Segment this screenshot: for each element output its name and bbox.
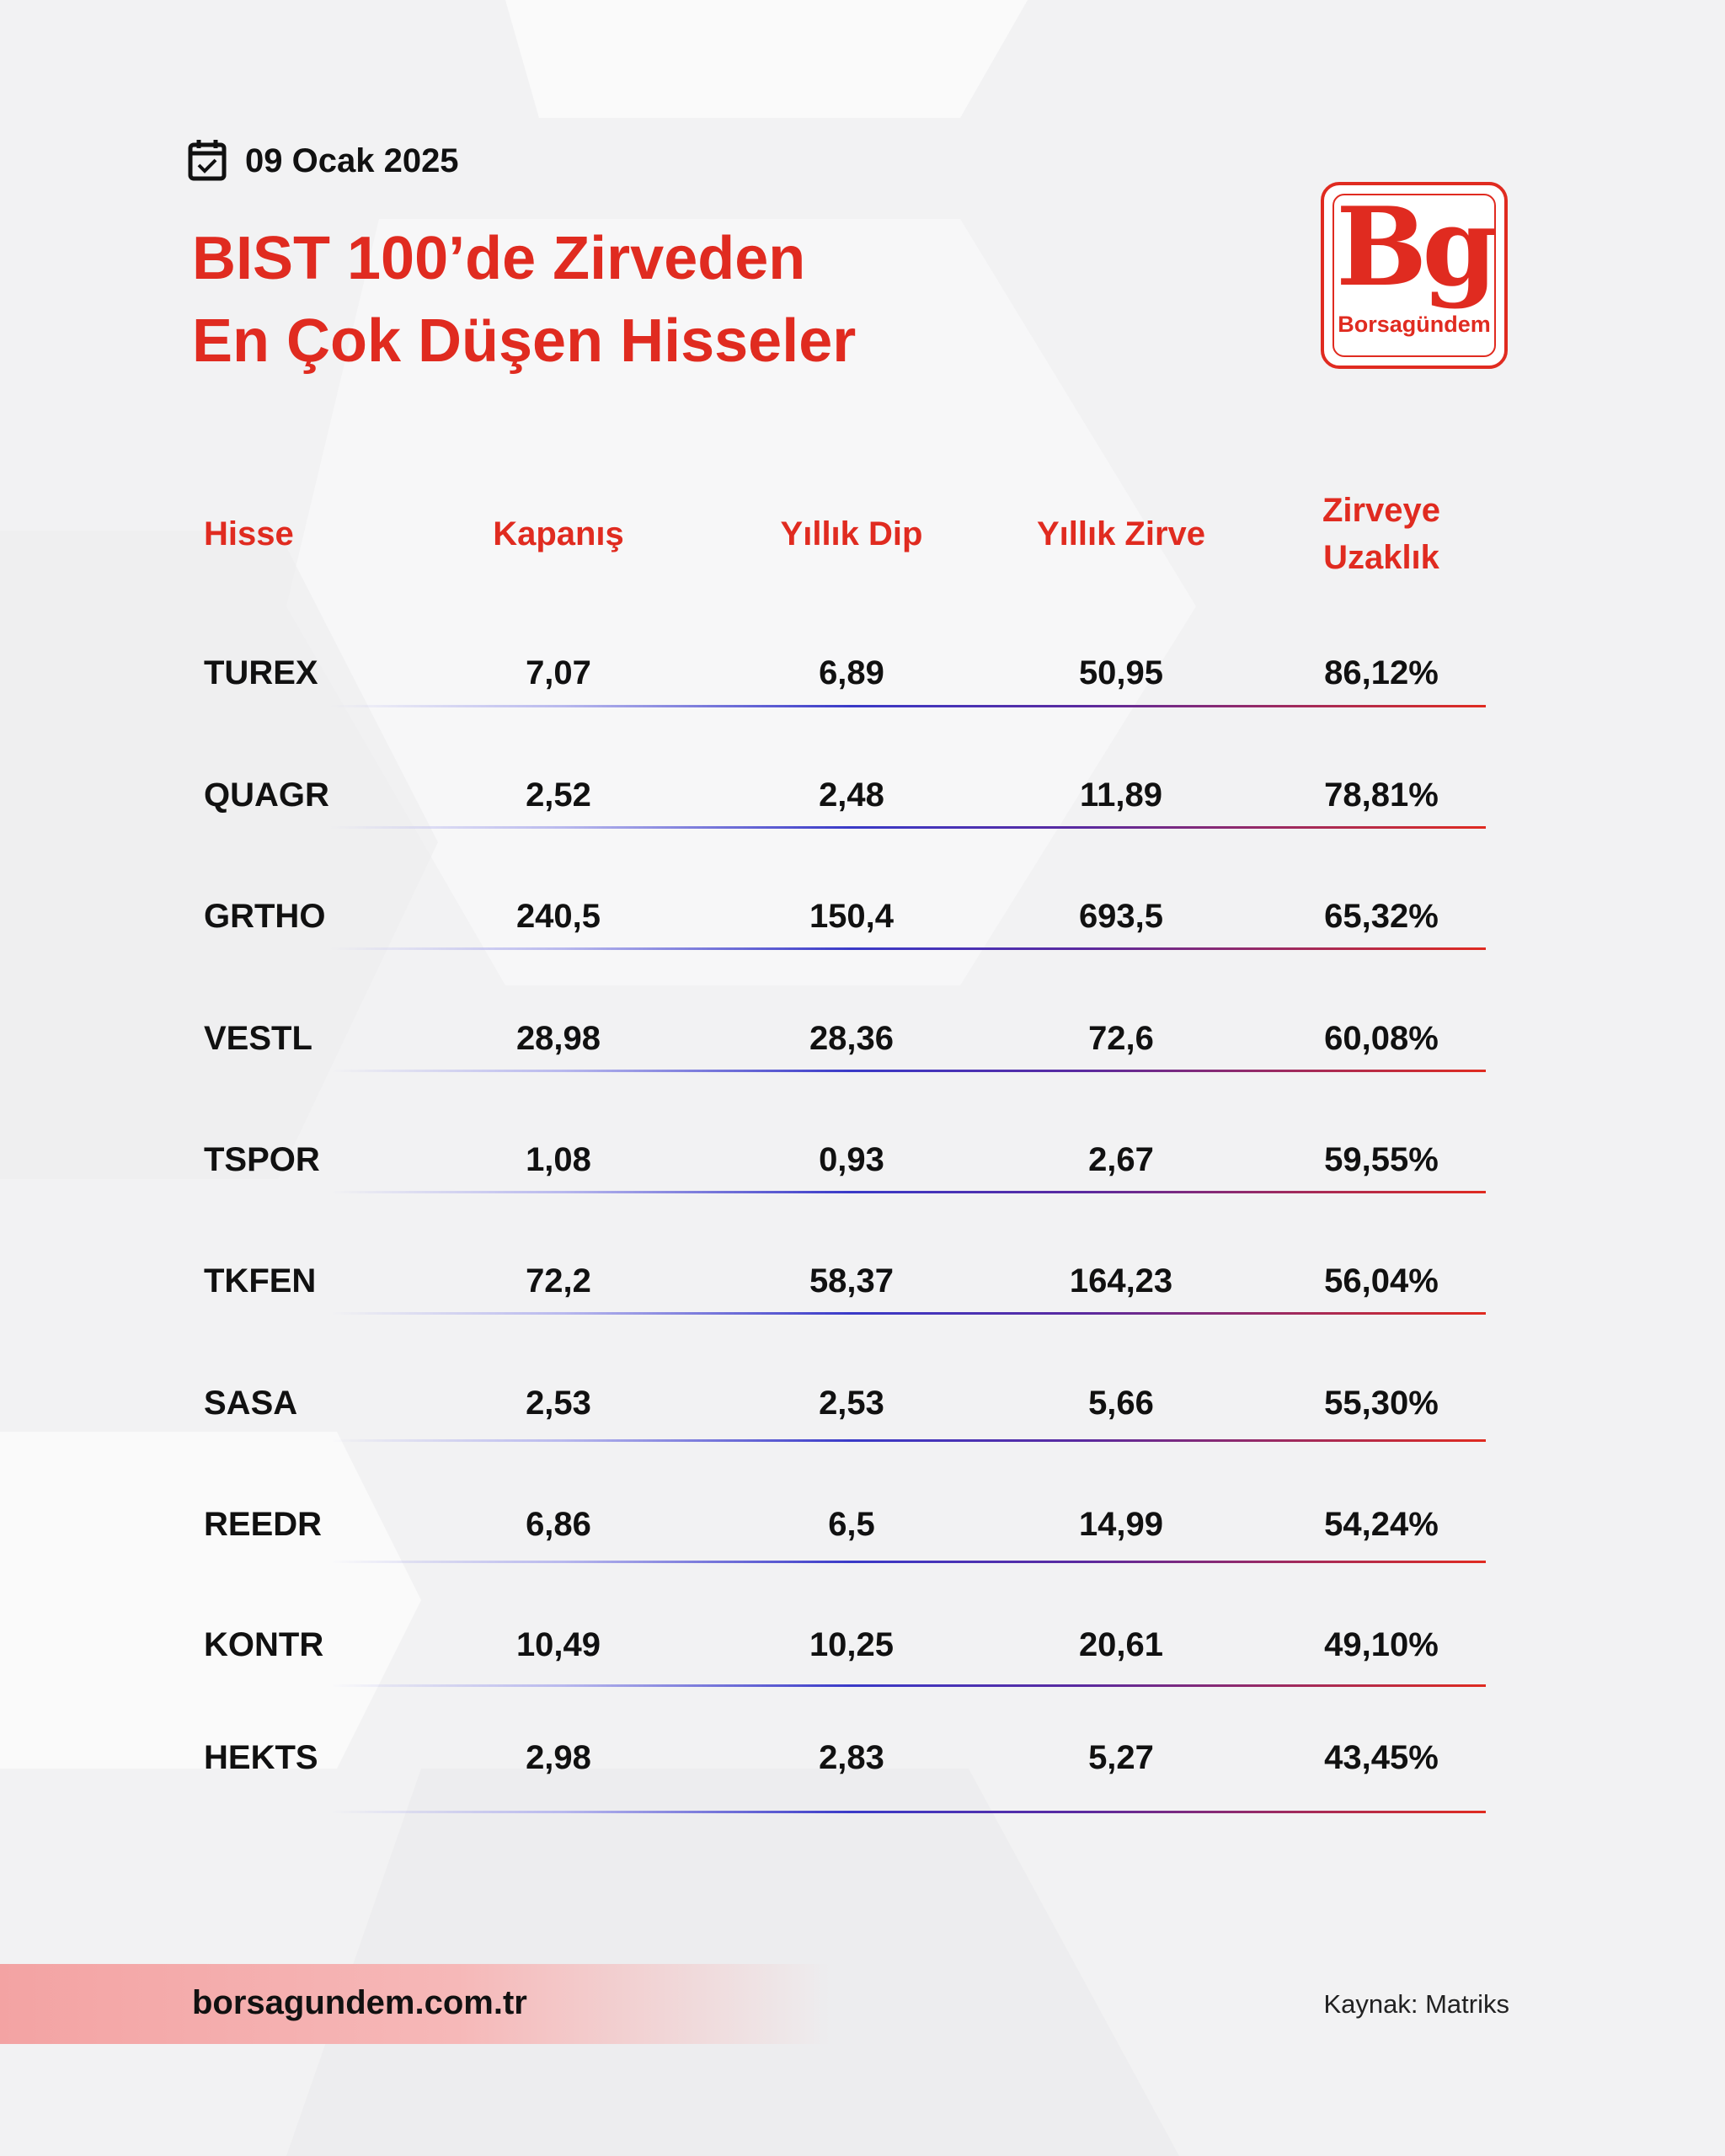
row-divider [330, 1439, 1486, 1442]
column-header: Hisse [204, 515, 294, 552]
cell: 65,32% [1324, 898, 1439, 935]
logo: Bg Borsagündem [1321, 182, 1508, 369]
cell: 0,93 [819, 1141, 884, 1178]
ticker: HEKTS [204, 1739, 318, 1776]
cell: 164,23 [1069, 1262, 1173, 1299]
logo-mark: Bg [1336, 184, 1498, 311]
cell: 50,95 [1078, 654, 1164, 691]
footer-band [0, 1964, 830, 2044]
cell: 2,98 [526, 1739, 591, 1776]
cell: 5,66 [1088, 1385, 1154, 1422]
row-divider [330, 1191, 1486, 1193]
cell: 55,30% [1324, 1385, 1439, 1422]
ticker: GRTHO [204, 898, 326, 935]
cell: 150,4 [809, 898, 895, 935]
cell: 240,5 [515, 898, 601, 935]
logo-frame [1332, 194, 1496, 357]
cell: 54,24% [1324, 1506, 1439, 1543]
bg-shape [0, 1432, 421, 1769]
website: borsagundem.com.tr [192, 1984, 527, 2021]
ticker: SASA [204, 1385, 298, 1422]
logo-name: Borsagündem [1338, 312, 1491, 337]
row-divider [330, 705, 1486, 707]
row-divider [330, 1811, 1486, 1813]
cell: 2,48 [819, 776, 884, 814]
cell: 5,27 [1088, 1739, 1154, 1776]
row-divider [330, 1070, 1486, 1072]
bg-shape [0, 531, 438, 1179]
cell: 72,6 [1088, 1020, 1154, 1057]
calendar-icon [188, 140, 227, 181]
cell: 58,37 [809, 1262, 895, 1299]
cell: 2,67 [1088, 1141, 1154, 1178]
cell: 49,10% [1324, 1626, 1439, 1663]
column-header: Kapanış [493, 515, 624, 552]
cell: 7,07 [526, 654, 591, 691]
column-header: Yıllık Zirve [1036, 515, 1206, 552]
cell: 2,52 [526, 776, 591, 814]
cell: 28,36 [809, 1020, 895, 1057]
bg-shape [505, 0, 1028, 118]
cell: 6,89 [819, 654, 884, 691]
ticker: TSPOR [204, 1141, 320, 1178]
cell: 14,99 [1078, 1506, 1164, 1543]
cell: 43,45% [1324, 1739, 1439, 1776]
cell: 6,86 [526, 1506, 591, 1543]
cell: 72,2 [526, 1262, 591, 1299]
ticker: REEDR [204, 1506, 323, 1543]
row-divider [330, 1684, 1486, 1687]
cell: 1,08 [526, 1141, 591, 1178]
row-divider [330, 826, 1486, 829]
cell: 2,53 [819, 1385, 884, 1422]
cell: 11,89 [1080, 776, 1162, 814]
source: Kaynak: Matriks [1323, 1989, 1509, 2019]
ticker: VESTL [204, 1020, 312, 1057]
cell: 20,61 [1078, 1626, 1164, 1663]
cell: 56,04% [1324, 1262, 1439, 1299]
date: 09 Ocak 2025 [245, 142, 459, 179]
row-divider [330, 1312, 1486, 1315]
bg-shape [286, 1769, 1179, 2156]
ticker: TKFEN [204, 1262, 317, 1299]
cell: 60,08% [1324, 1020, 1439, 1057]
cell: 10,49 [515, 1626, 601, 1663]
ticker: KONTR [204, 1626, 324, 1663]
row-divider [330, 947, 1486, 950]
title-line: BIST 100’de Zirveden [192, 225, 806, 292]
cell: 2,53 [526, 1385, 591, 1422]
cell: 86,12% [1324, 654, 1439, 691]
title-line: En Çok Düşen Hisseler [192, 307, 857, 375]
cell: 28,98 [515, 1020, 601, 1057]
column-header: Zirveye Uzaklık [1322, 492, 1441, 576]
cell: 6,5 [828, 1506, 875, 1543]
cell: 693,5 [1078, 898, 1164, 935]
cell: 78,81% [1324, 776, 1439, 814]
cell: 59,55% [1324, 1141, 1439, 1178]
cell: 10,25 [809, 1626, 895, 1663]
ticker: TUREX [204, 654, 318, 691]
row-divider [330, 1561, 1486, 1563]
cell: 2,83 [819, 1739, 884, 1776]
column-header: Yıllık Dip [780, 515, 923, 552]
ticker: QUAGR [204, 776, 329, 814]
bg-shape [286, 219, 1196, 985]
